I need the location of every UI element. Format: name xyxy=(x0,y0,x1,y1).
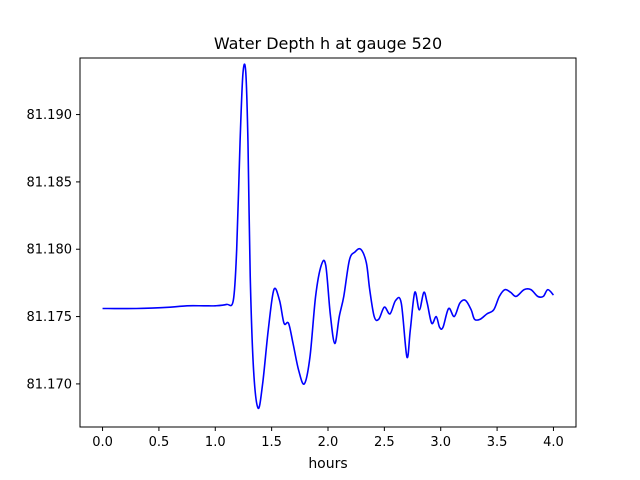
y-tick-label: 81.180 xyxy=(27,243,73,258)
chart-title: Water Depth h at gauge 520 xyxy=(214,34,442,53)
x-tick-label: 1.5 xyxy=(261,435,282,450)
x-tick-label: 4.0 xyxy=(543,435,564,450)
x-tick-label: 1.0 xyxy=(205,435,226,450)
x-axis-label: hours xyxy=(308,456,347,472)
y-tick-label: 81.190 xyxy=(27,108,73,123)
x-axis: 0.0 0.5 1.0 1.5 2.0 2.5 3.0 3.5 4.0 xyxy=(92,427,564,450)
x-tick-label: 2.5 xyxy=(374,435,395,450)
y-axis: 81.170 81.175 81.180 81.185 81.190 xyxy=(27,108,80,392)
y-tick-label: 81.185 xyxy=(27,175,73,190)
y-tick-label: 81.170 xyxy=(27,377,73,392)
x-tick-label: 0.0 xyxy=(92,435,113,450)
plot-area xyxy=(102,63,555,410)
x-tick-label: 3.5 xyxy=(487,435,508,450)
x-tick-label: 2.0 xyxy=(318,435,339,450)
x-tick-label: 3.0 xyxy=(430,435,451,450)
series-line xyxy=(102,63,555,410)
y-tick-label: 81.175 xyxy=(27,310,73,325)
x-tick-label: 0.5 xyxy=(149,435,170,450)
